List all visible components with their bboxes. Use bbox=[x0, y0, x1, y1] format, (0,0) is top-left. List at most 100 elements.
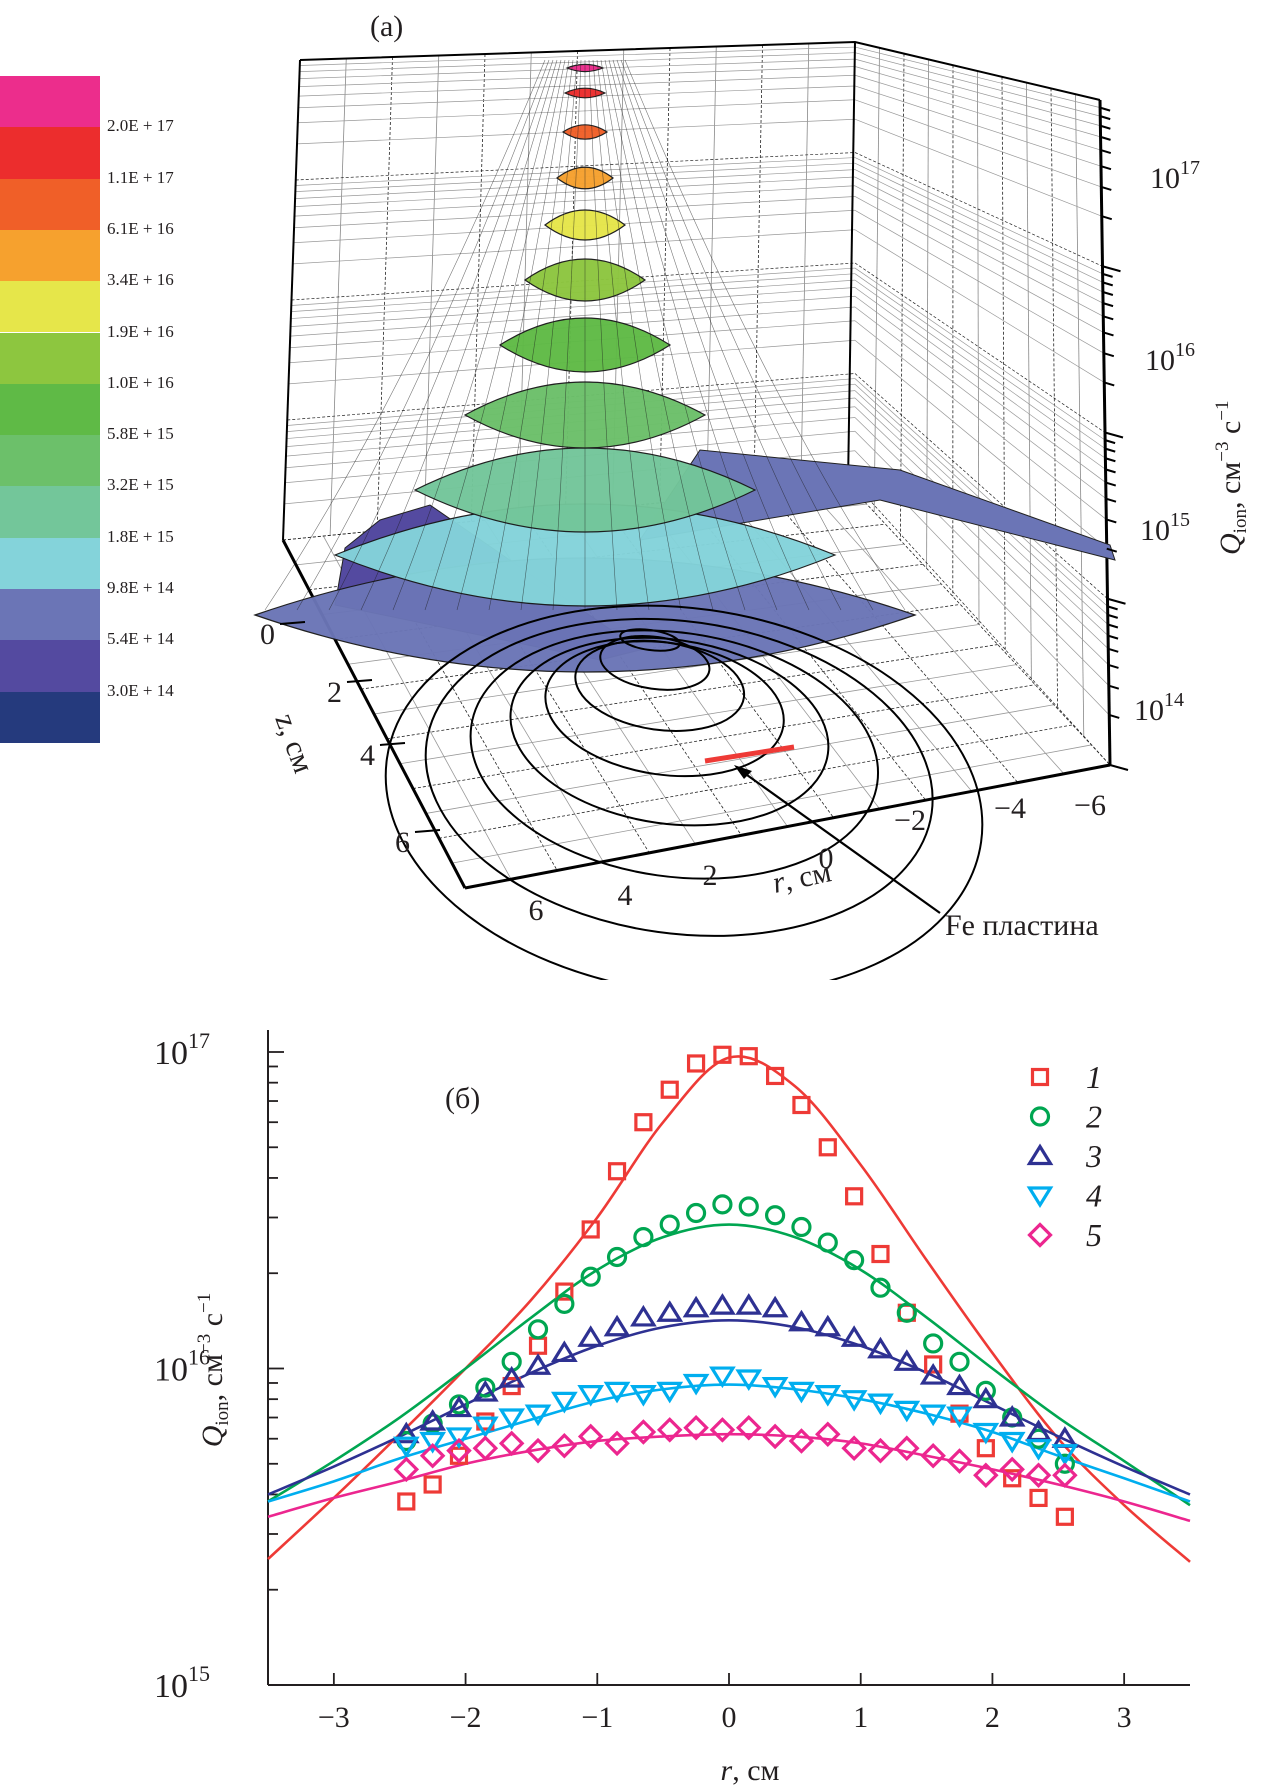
data-point-series-5 bbox=[419, 1443, 446, 1469]
data-point-series-5 bbox=[446, 1437, 472, 1464]
data-point-series-2 bbox=[554, 1293, 575, 1314]
z-tick-mark bbox=[1106, 518, 1117, 524]
mesh-line bbox=[616, 59, 842, 611]
data-point-series-1 bbox=[845, 1187, 864, 1206]
data-point-series-5 bbox=[1025, 1462, 1052, 1488]
mesh-line bbox=[624, 59, 906, 611]
colorbar-label: 1.9E + 16 bbox=[107, 321, 174, 341]
data-point-series-5 bbox=[472, 1435, 499, 1461]
z-tick-label: 1015 bbox=[1140, 509, 1190, 547]
data-point-series-5 bbox=[762, 1423, 788, 1450]
floor-contours bbox=[384, 604, 984, 980]
z-tick-mark bbox=[1106, 547, 1118, 553]
floor-grid-line bbox=[373, 624, 980, 715]
data-point-series-4 bbox=[788, 1381, 815, 1404]
fit-curve-1 bbox=[267, 1055, 1191, 1563]
z-tick-mark bbox=[1108, 663, 1119, 669]
colorbar-label: 1.8E + 15 bbox=[107, 526, 174, 546]
data-point-series-4 bbox=[1051, 1444, 1079, 1466]
data-point-series-5 bbox=[973, 1462, 999, 1488]
data-point-series-4 bbox=[498, 1408, 526, 1431]
data-point-series-4 bbox=[761, 1376, 789, 1399]
data-point-series-4 bbox=[998, 1431, 1026, 1454]
data-point-series-4 bbox=[392, 1436, 420, 1459]
data-point-series-3 bbox=[840, 1325, 868, 1347]
panel-a-label: (a) bbox=[370, 10, 403, 43]
data-point-series-2 bbox=[738, 1196, 759, 1217]
data-point-series-3 bbox=[1025, 1419, 1052, 1442]
data-point-series-3 bbox=[998, 1404, 1026, 1427]
z-tick-label: 1014 bbox=[1134, 689, 1184, 727]
grid-line bbox=[290, 295, 856, 337]
data-point-series-5 bbox=[393, 1456, 420, 1483]
colorbar-swatch bbox=[0, 486, 100, 538]
contour-line bbox=[509, 636, 830, 827]
data-point-series-5 bbox=[1052, 1462, 1078, 1488]
z-tick-mark bbox=[1102, 272, 1113, 278]
legend-label-4: 4 bbox=[1086, 1178, 1102, 1214]
z-tick-mark bbox=[1102, 281, 1114, 287]
data-point-series-2 bbox=[1054, 1453, 1075, 1474]
contour-line bbox=[384, 604, 984, 980]
data-point-series-5 bbox=[709, 1417, 736, 1443]
grid-line bbox=[854, 320, 1107, 520]
data-point-series-1 bbox=[1055, 1507, 1074, 1526]
depth-axis-label: z, см bbox=[268, 709, 320, 777]
z-tick-mark bbox=[1099, 115, 1111, 121]
r-tick-label: −4 bbox=[994, 792, 1026, 825]
grid-line bbox=[854, 279, 1106, 459]
data-point-series-2 bbox=[870, 1277, 891, 1298]
grid-line bbox=[297, 99, 856, 124]
x-tick-label: −3 bbox=[318, 1701, 350, 1734]
surface-plot-3d: (a) Fe пластина 1017 1016 1015 1014 Qion, с… bbox=[253, 10, 1251, 980]
grid-line bbox=[854, 74, 1101, 151]
mesh-line bbox=[552, 59, 582, 611]
data-point-series-3 bbox=[471, 1379, 499, 1402]
data-point-series-5 bbox=[683, 1414, 709, 1441]
data-point-series-4 bbox=[867, 1393, 894, 1416]
grid-line bbox=[854, 169, 1104, 293]
surface-wing-right bbox=[638, 449, 1116, 561]
z-tick-label: 1016 bbox=[1145, 339, 1195, 377]
data-point-series-4 bbox=[919, 1404, 947, 1427]
legend-marker-4 bbox=[1026, 1186, 1054, 1209]
colorbar-label: 9.8E + 14 bbox=[107, 578, 174, 597]
fe-plate-marker bbox=[704, 744, 795, 764]
grid-line bbox=[854, 229, 1105, 383]
z-tick-mark bbox=[1107, 623, 1119, 629]
z-tick-mark bbox=[1102, 265, 1121, 273]
data-point-series-1 bbox=[528, 1336, 548, 1355]
colorbar-label: 6.1E + 16 bbox=[107, 218, 174, 238]
data-point-series-1 bbox=[924, 1355, 943, 1374]
data-point-series-1 bbox=[423, 1475, 442, 1494]
data-point-series-4 bbox=[840, 1390, 868, 1412]
grid-line bbox=[854, 406, 1109, 650]
grid-line bbox=[854, 339, 1107, 549]
data-point-series-5 bbox=[551, 1433, 578, 1459]
data-point-series-1 bbox=[502, 1376, 521, 1396]
data-point-series-3 bbox=[1051, 1426, 1079, 1448]
data-point-series-5 bbox=[815, 1421, 841, 1447]
r-tick-label: −6 bbox=[1074, 789, 1106, 822]
legend-label-2: 2 bbox=[1086, 1099, 1102, 1135]
grid-line bbox=[854, 295, 1106, 483]
data-point-series-2 bbox=[448, 1394, 470, 1415]
grid-line bbox=[292, 229, 856, 265]
fit-curve-5 bbox=[267, 1432, 1191, 1523]
data-point-series-2 bbox=[606, 1246, 628, 1268]
z-tick-mark bbox=[1100, 135, 1111, 141]
box-edge bbox=[282, 59, 301, 541]
z-tick-mark bbox=[1100, 124, 1111, 130]
grid-line bbox=[854, 46, 1101, 108]
data-point-series-3 bbox=[893, 1349, 921, 1371]
mesh-line bbox=[488, 59, 574, 611]
data-point-series-2 bbox=[633, 1227, 654, 1248]
grid-line bbox=[854, 157, 1103, 275]
data-point-series-4 bbox=[893, 1400, 921, 1423]
fit-curve-2 bbox=[267, 1223, 1191, 1507]
r-tick-label: 4 bbox=[618, 879, 633, 912]
data-point-series-3 bbox=[392, 1421, 420, 1444]
grid-line bbox=[854, 58, 1101, 127]
colorbar-label: 3.2E + 15 bbox=[107, 475, 174, 495]
z-tick-mark bbox=[1107, 605, 1118, 611]
